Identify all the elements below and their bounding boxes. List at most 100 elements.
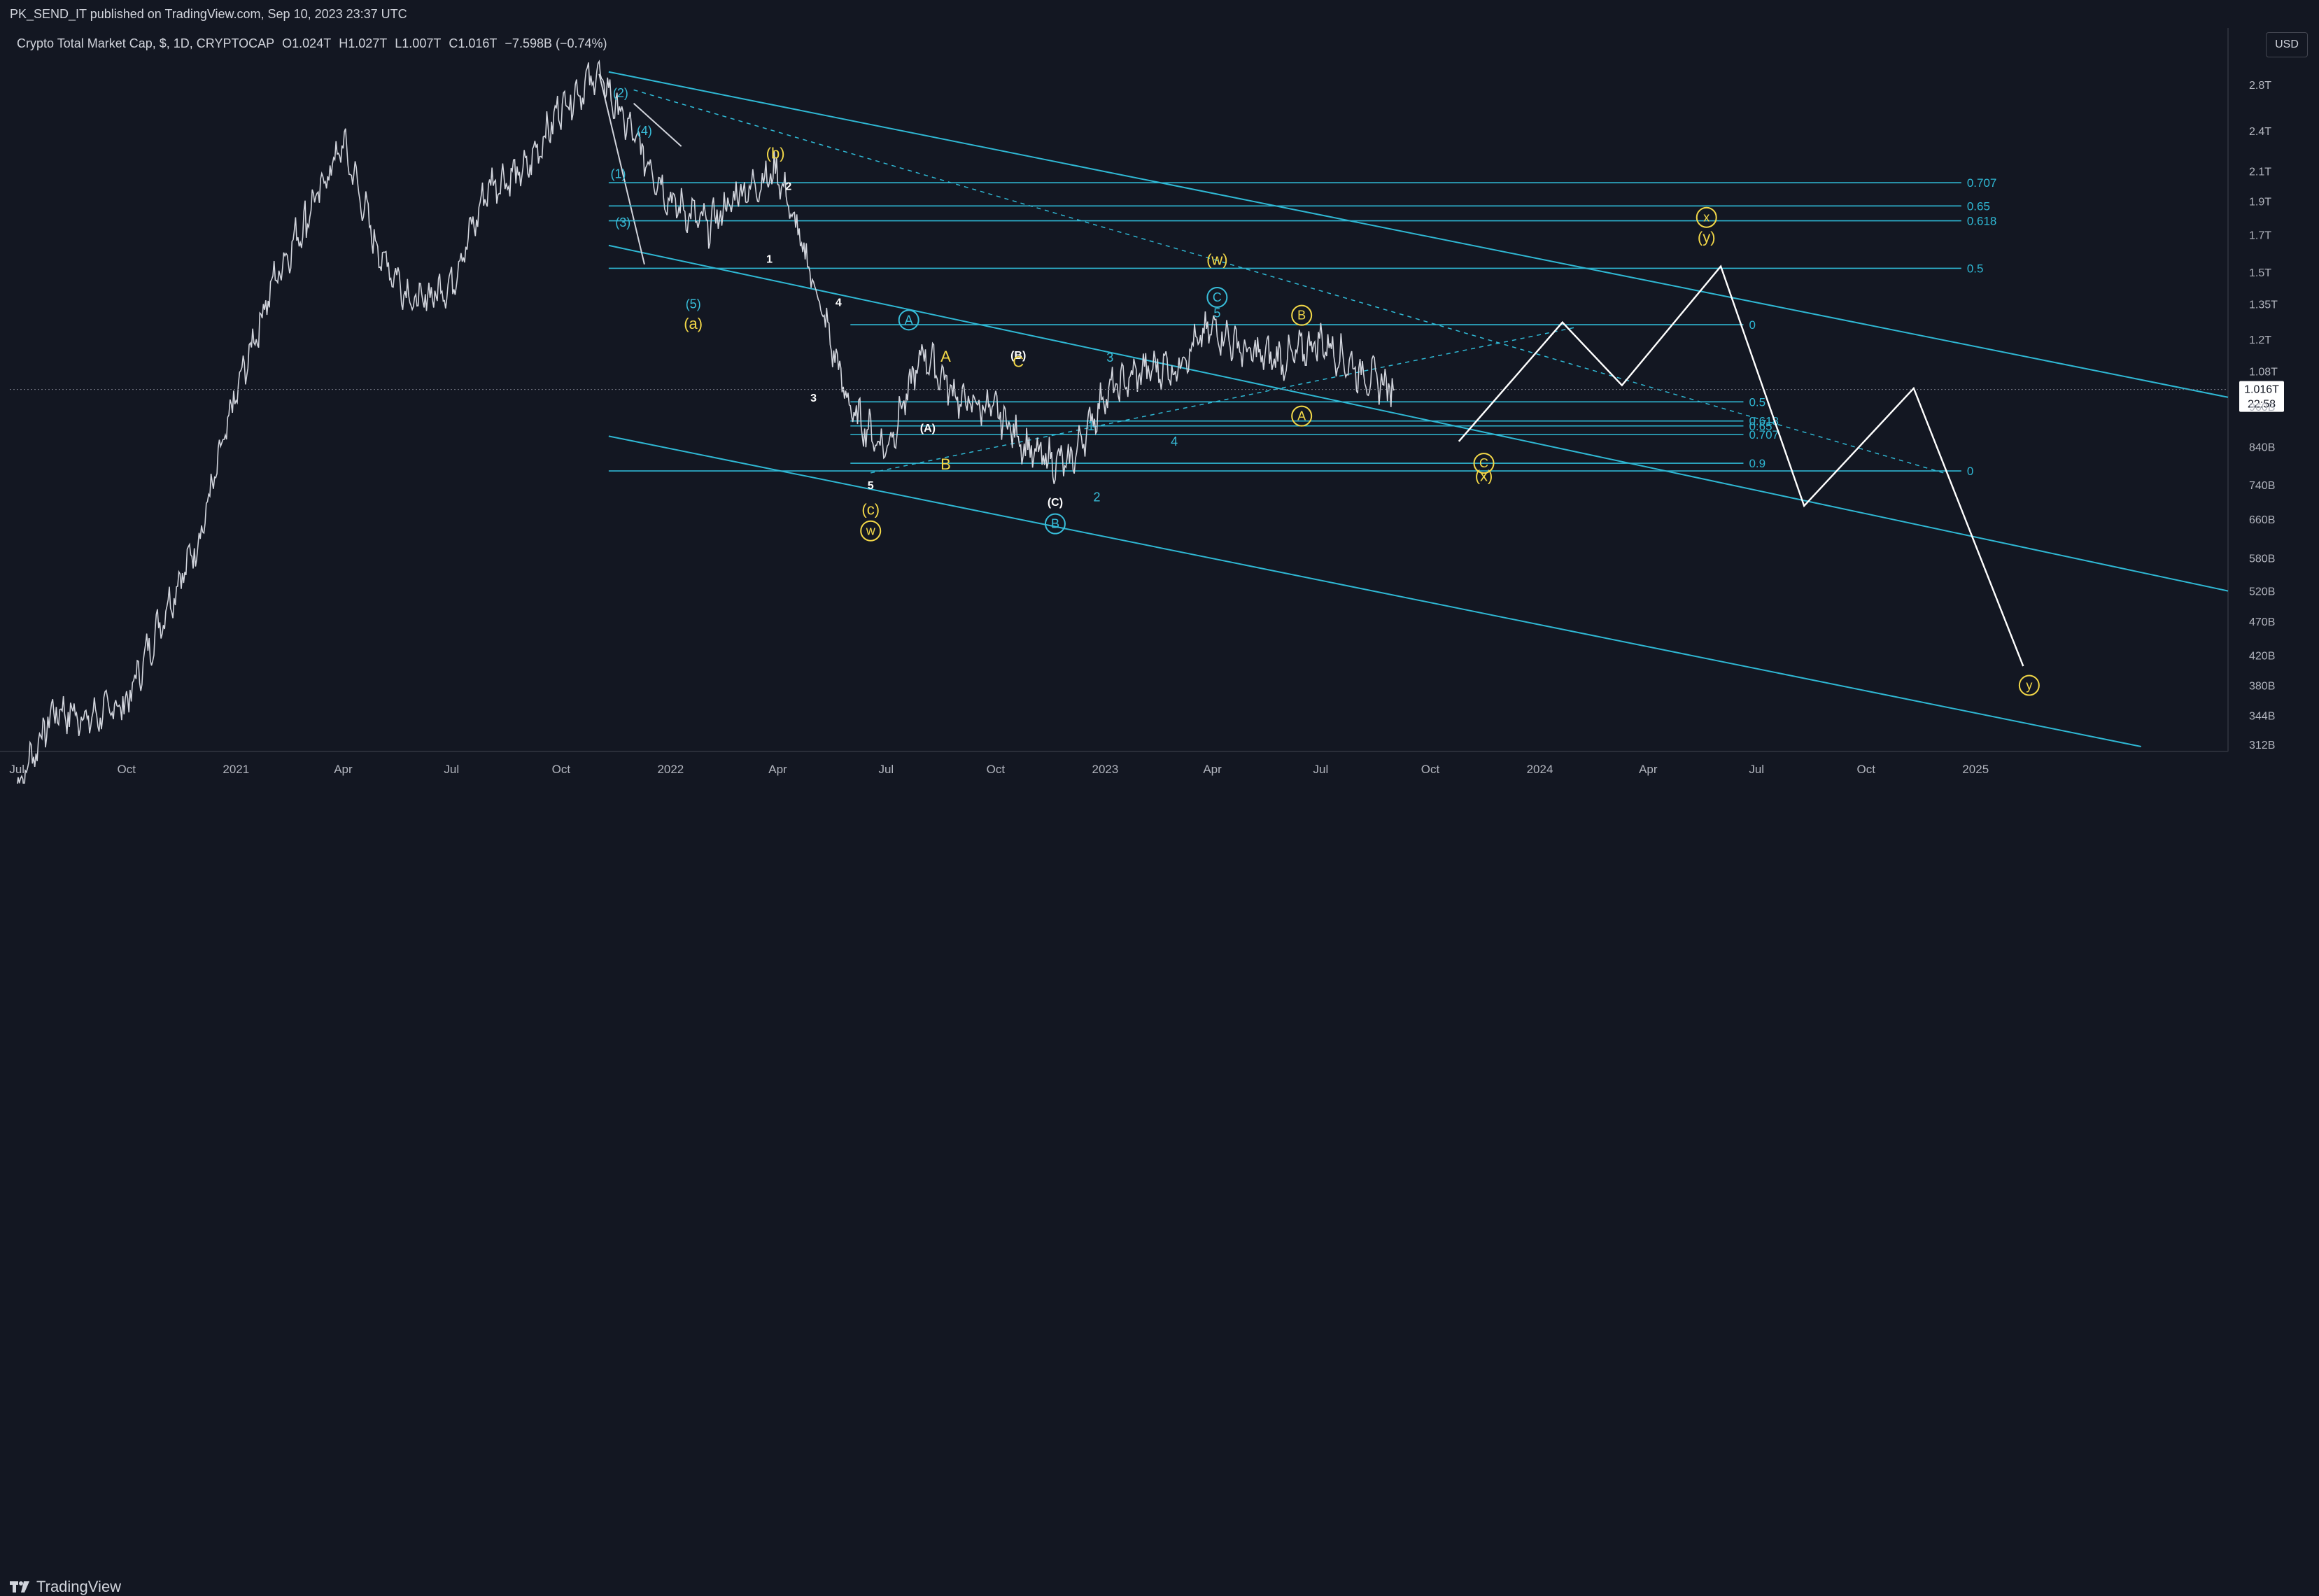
ohlc-close: C1.016T: [449, 36, 498, 50]
x-tick-label: Jul: [878, 763, 894, 776]
fib-level-label: 0.707: [1967, 176, 1997, 190]
brand-name: TradingView: [36, 1578, 122, 1595]
y-tick-label: 2.1T: [2249, 166, 2271, 178]
x-tick-label: 2025: [1962, 763, 1989, 776]
currency-button[interactable]: USD: [2266, 32, 2308, 57]
wave-label: C: [1013, 353, 1024, 371]
wave-label: 2: [1094, 490, 1101, 504]
fib-level-label: 0.9: [1749, 457, 1765, 470]
x-tick-label: 2021: [223, 763, 249, 776]
wave-label: 4: [1171, 435, 1178, 449]
y-tick-label: 344B: [2249, 710, 2275, 722]
x-tick-label: Apr: [1203, 763, 1222, 776]
wave-label: (b): [766, 145, 785, 162]
wave-label-circle: [2018, 675, 2040, 696]
y-tick-label: 1.5T: [2249, 267, 2271, 279]
wave-label-circle: [1696, 206, 1717, 228]
wave-label-circle: [1044, 513, 1066, 535]
price-chart[interactable]: 0.7070.650.6180.500.50.6180.650.7070.90 …: [0, 0, 2319, 784]
channel-line: [608, 435, 2141, 747]
x-tick-label: Oct: [987, 763, 1006, 776]
y-tick-label: 380B: [2249, 680, 2275, 692]
x-tick-label: Jul: [9, 763, 24, 776]
wave-label: 4: [836, 297, 842, 309]
y-tick-label: 660B: [2249, 514, 2275, 526]
fib-level-label: 0.5: [1967, 262, 1984, 275]
wave-label: (x): [1475, 467, 1493, 484]
wave-label: B: [1051, 517, 1059, 531]
symbol-name[interactable]: Crypto Total Market Cap, $, 1D, CRYPTOCA…: [17, 36, 275, 50]
wave-label: (5): [686, 297, 701, 311]
trend-line: [633, 102, 682, 147]
x-tick-label: Oct: [118, 763, 136, 776]
channel-line: [608, 71, 2229, 398]
wave-label: C: [1213, 290, 1222, 304]
x-tick-label: Oct: [552, 763, 571, 776]
wave-label: C: [1479, 456, 1488, 470]
fib-level-label: 0.65: [1749, 420, 1772, 433]
wave-label-circle: [898, 309, 919, 331]
wave-label: (y): [1698, 228, 1716, 246]
y-tick-label: 2.4T: [2249, 126, 2271, 138]
x-tick-label: Apr: [1639, 763, 1658, 776]
countdown-label: 22:58: [2248, 399, 2276, 411]
x-tick-label: Oct: [1421, 763, 1440, 776]
dashed-trend-line: [870, 326, 1577, 474]
x-tick-label: 2024: [1527, 763, 1553, 776]
x-tick-label: Jul: [444, 763, 459, 776]
x-tick-label: 2022: [657, 763, 684, 776]
ohlc-change: −7.598B (−0.74%): [505, 36, 607, 50]
wave-label: (1): [610, 167, 626, 181]
price-series-line: [17, 59, 1395, 784]
fib-level-label: 0.618: [1967, 215, 1997, 228]
wave-label: 3: [810, 393, 817, 404]
y-tick-label: 420B: [2249, 650, 2275, 662]
last-price-label: 1.016T: [2244, 384, 2279, 396]
wave-label: B: [940, 456, 951, 473]
wave-label-circle: [1473, 453, 1495, 474]
x-tick-label: Apr: [768, 763, 787, 776]
wave-label: w: [866, 524, 876, 538]
ohlc-low: L1.007T: [395, 36, 442, 50]
y-tick-label: 1.35T: [2249, 299, 2278, 311]
fib-level-label: 0.65: [1967, 199, 1990, 213]
wave-label: 1: [766, 254, 773, 266]
y-tick-label: 520B: [2249, 586, 2275, 598]
tradingview-brand[interactable]: TradingView: [10, 1578, 121, 1596]
x-tick-label: Jul: [1749, 763, 1764, 776]
y-tick-label: 470B: [2249, 616, 2275, 628]
fib-level-label: 0: [1967, 465, 1973, 478]
wave-label: 3: [1106, 351, 1113, 365]
wave-label: 5: [1213, 306, 1220, 320]
fib-level-label: 0.5: [1749, 395, 1765, 409]
symbol-legend: Crypto Total Market Cap, $, 1D, CRYPTOCA…: [17, 36, 612, 51]
tradingview-logo-icon: [10, 1581, 29, 1593]
x-tick-label: Oct: [1857, 763, 1876, 776]
wave-label: A: [940, 348, 951, 365]
wave-label-circle: [1291, 304, 1313, 326]
x-tick-label: 2023: [1092, 763, 1119, 776]
wave-label: B: [1297, 309, 1306, 323]
wave-label: 1: [1087, 419, 1094, 433]
y-tick-label: 312B: [2249, 740, 2275, 751]
wave-label: (a): [684, 315, 703, 332]
wave-label: (C): [1048, 497, 1063, 509]
wave-label: x: [1703, 211, 1710, 225]
top-bar: PK_SEND_IT published on TradingView.com,…: [0, 0, 2319, 28]
wave-label: (2): [613, 86, 628, 100]
footer-bar: TradingView: [0, 784, 2319, 1595]
y-tick-label: 840B: [2249, 442, 2275, 453]
wave-label: 5: [868, 480, 874, 492]
fib-level-label: 0.618: [1749, 415, 1779, 428]
x-tick-label: Jul: [1313, 763, 1329, 776]
wave-label: (3): [615, 216, 630, 229]
dashed-trend-line: [633, 89, 1944, 474]
wave-label: (w): [1206, 250, 1228, 268]
wave-label: (4): [637, 124, 652, 138]
publish-line: PK_SEND_IT published on TradingView.com,…: [10, 7, 407, 21]
ohlc-open: O1.024T: [282, 36, 332, 50]
trend-line: [598, 73, 645, 265]
y-tick-label: 580B: [2249, 553, 2275, 565]
last-price-tag: [2239, 381, 2284, 412]
fib-level-label: 0: [1749, 318, 1755, 332]
